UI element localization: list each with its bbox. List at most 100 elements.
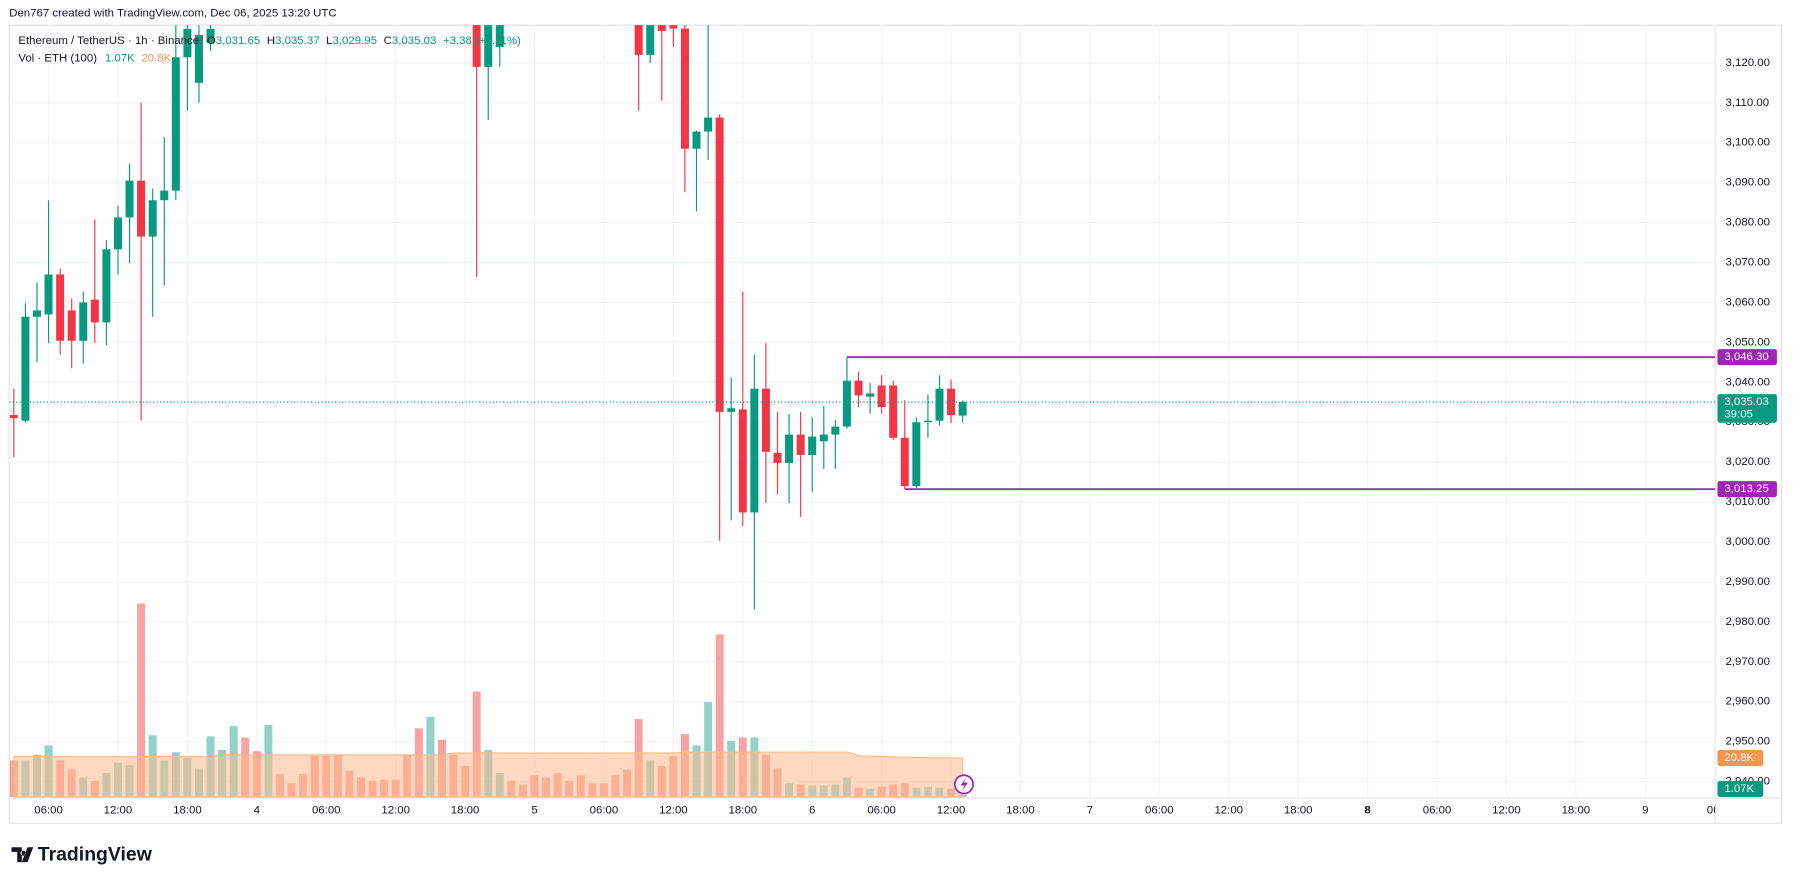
volume-value: 1.07K bbox=[105, 52, 135, 64]
y-tick-label: 2,950.00 bbox=[1725, 736, 1769, 748]
y-tick-label: 3,120.00 bbox=[1725, 57, 1769, 69]
candle-body bbox=[657, 25, 666, 31]
y-tick-label: 3,020.00 bbox=[1725, 456, 1769, 468]
last-price-badge bbox=[1717, 394, 1777, 423]
x-tick-label: 06:00 bbox=[867, 805, 896, 817]
candle-body bbox=[148, 200, 157, 237]
x-tick-label: 06:00 bbox=[1423, 805, 1452, 817]
candle-body bbox=[808, 436, 817, 455]
frame bbox=[8, 24, 1783, 824]
candle-body bbox=[692, 131, 701, 149]
candle-body bbox=[90, 299, 99, 323]
volume-ma-area bbox=[13, 751, 964, 798]
x-tick-label: 18:00 bbox=[173, 805, 202, 817]
open-key: O bbox=[207, 35, 216, 47]
alert-icon[interactable] bbox=[953, 774, 974, 795]
candle-body bbox=[183, 28, 192, 58]
x-tick-label: 12:00 bbox=[659, 805, 688, 817]
candle-body bbox=[773, 452, 782, 463]
level-badge bbox=[1717, 349, 1777, 366]
candle-body bbox=[79, 302, 88, 341]
y-tick-label: 2,960.00 bbox=[1725, 696, 1769, 708]
credit: Den767 created with TradingView.com, Dec… bbox=[9, 8, 336, 20]
x-tick-label: 7 bbox=[1087, 805, 1093, 817]
y-tick-label: 2,970.00 bbox=[1725, 656, 1769, 668]
candle-body bbox=[472, 25, 481, 67]
high-value: 3,035.37 bbox=[275, 35, 319, 47]
last-price-label: 3,035.03 bbox=[1724, 396, 1768, 408]
candle-body bbox=[646, 25, 655, 55]
x-tick-label: 12:00 bbox=[381, 805, 410, 817]
volume-pane bbox=[9, 603, 967, 798]
volume-bar bbox=[715, 634, 724, 797]
y-tick-label: 3,070.00 bbox=[1725, 257, 1769, 269]
candle-body bbox=[889, 385, 898, 438]
candle-body bbox=[854, 380, 863, 396]
x-tick-label: 18:00 bbox=[1284, 805, 1313, 817]
y-tick-label: 3,080.00 bbox=[1725, 217, 1769, 229]
candle-body bbox=[206, 28, 215, 43]
low-value: 3,029.95 bbox=[333, 35, 377, 47]
x-tick-label: 5 bbox=[531, 805, 537, 817]
candle-body bbox=[923, 420, 932, 423]
volume-ma-label: 20.8K bbox=[1724, 752, 1754, 764]
candle-body bbox=[796, 434, 805, 455]
candle-body bbox=[634, 25, 643, 55]
volume-bar bbox=[704, 701, 713, 797]
x-tick-label: 4 bbox=[254, 805, 261, 817]
close-value: 3,035.03 bbox=[392, 35, 436, 47]
grid bbox=[9, 25, 1716, 799]
volume-bar bbox=[472, 691, 481, 797]
x-tick-label: 18:00 bbox=[728, 805, 757, 817]
symbol: Ethereum / TetherUS · 1h · Binance bbox=[18, 35, 199, 47]
legend-ohlc: Ethereum / TetherUS · 1h · Binance O 3,03… bbox=[18, 35, 521, 47]
candle-body bbox=[912, 422, 921, 487]
legend-volume: Vol · ETH (100) 1.07K 20.8K bbox=[18, 52, 171, 64]
volume-label: 1.07K bbox=[1724, 783, 1754, 795]
y-tick-label: 2,990.00 bbox=[1725, 576, 1769, 588]
x-tick-label: 9 bbox=[1642, 805, 1648, 817]
candle-body bbox=[877, 385, 886, 408]
x-tick-label: 18:00 bbox=[451, 805, 480, 817]
candle-body bbox=[160, 190, 169, 201]
volume-badge bbox=[1717, 780, 1764, 797]
high-key: H bbox=[267, 35, 275, 47]
candle-body bbox=[137, 180, 146, 237]
candle-body bbox=[958, 402, 967, 416]
logo: TradingView bbox=[11, 843, 153, 865]
close-key: C bbox=[384, 35, 392, 47]
level-label: 3,013.25 bbox=[1724, 483, 1768, 495]
candle-body bbox=[738, 409, 747, 513]
y-tick-label: 3,050.00 bbox=[1725, 336, 1769, 348]
candle-body bbox=[761, 388, 770, 452]
x-tick-label: 12:00 bbox=[937, 805, 966, 817]
candle-body bbox=[819, 434, 828, 442]
y-tick-label: 3,010.00 bbox=[1725, 496, 1769, 508]
volume-ma-value: 20.8K bbox=[141, 52, 171, 64]
candles bbox=[9, 25, 967, 610]
y-tick-label: 3,040.00 bbox=[1725, 376, 1769, 388]
low-key: L bbox=[326, 35, 332, 47]
candle-body bbox=[495, 25, 504, 47]
y-tick-label: 3,090.00 bbox=[1725, 177, 1769, 189]
x-tick-label: 12:00 bbox=[1492, 805, 1521, 817]
candle-body bbox=[704, 117, 713, 132]
x-tick-label: 18:00 bbox=[1562, 805, 1591, 817]
candle-body bbox=[842, 380, 851, 427]
y-tick-label: 3,110.00 bbox=[1725, 97, 1769, 109]
x-tick-label: 8 bbox=[1364, 805, 1370, 817]
candle-body bbox=[484, 25, 493, 67]
candle-body bbox=[113, 217, 122, 250]
candle-body bbox=[935, 388, 944, 421]
candle-body bbox=[56, 274, 65, 341]
y-tick-label: 3,000.00 bbox=[1725, 536, 1769, 548]
candle-body bbox=[900, 437, 909, 487]
level-label: 3,046.30 bbox=[1724, 351, 1768, 363]
candle-body bbox=[171, 57, 180, 191]
y-tick-label: 2,980.00 bbox=[1725, 616, 1769, 628]
x-tick-label: 6 bbox=[809, 805, 815, 817]
logo-text: TradingView bbox=[38, 843, 153, 865]
